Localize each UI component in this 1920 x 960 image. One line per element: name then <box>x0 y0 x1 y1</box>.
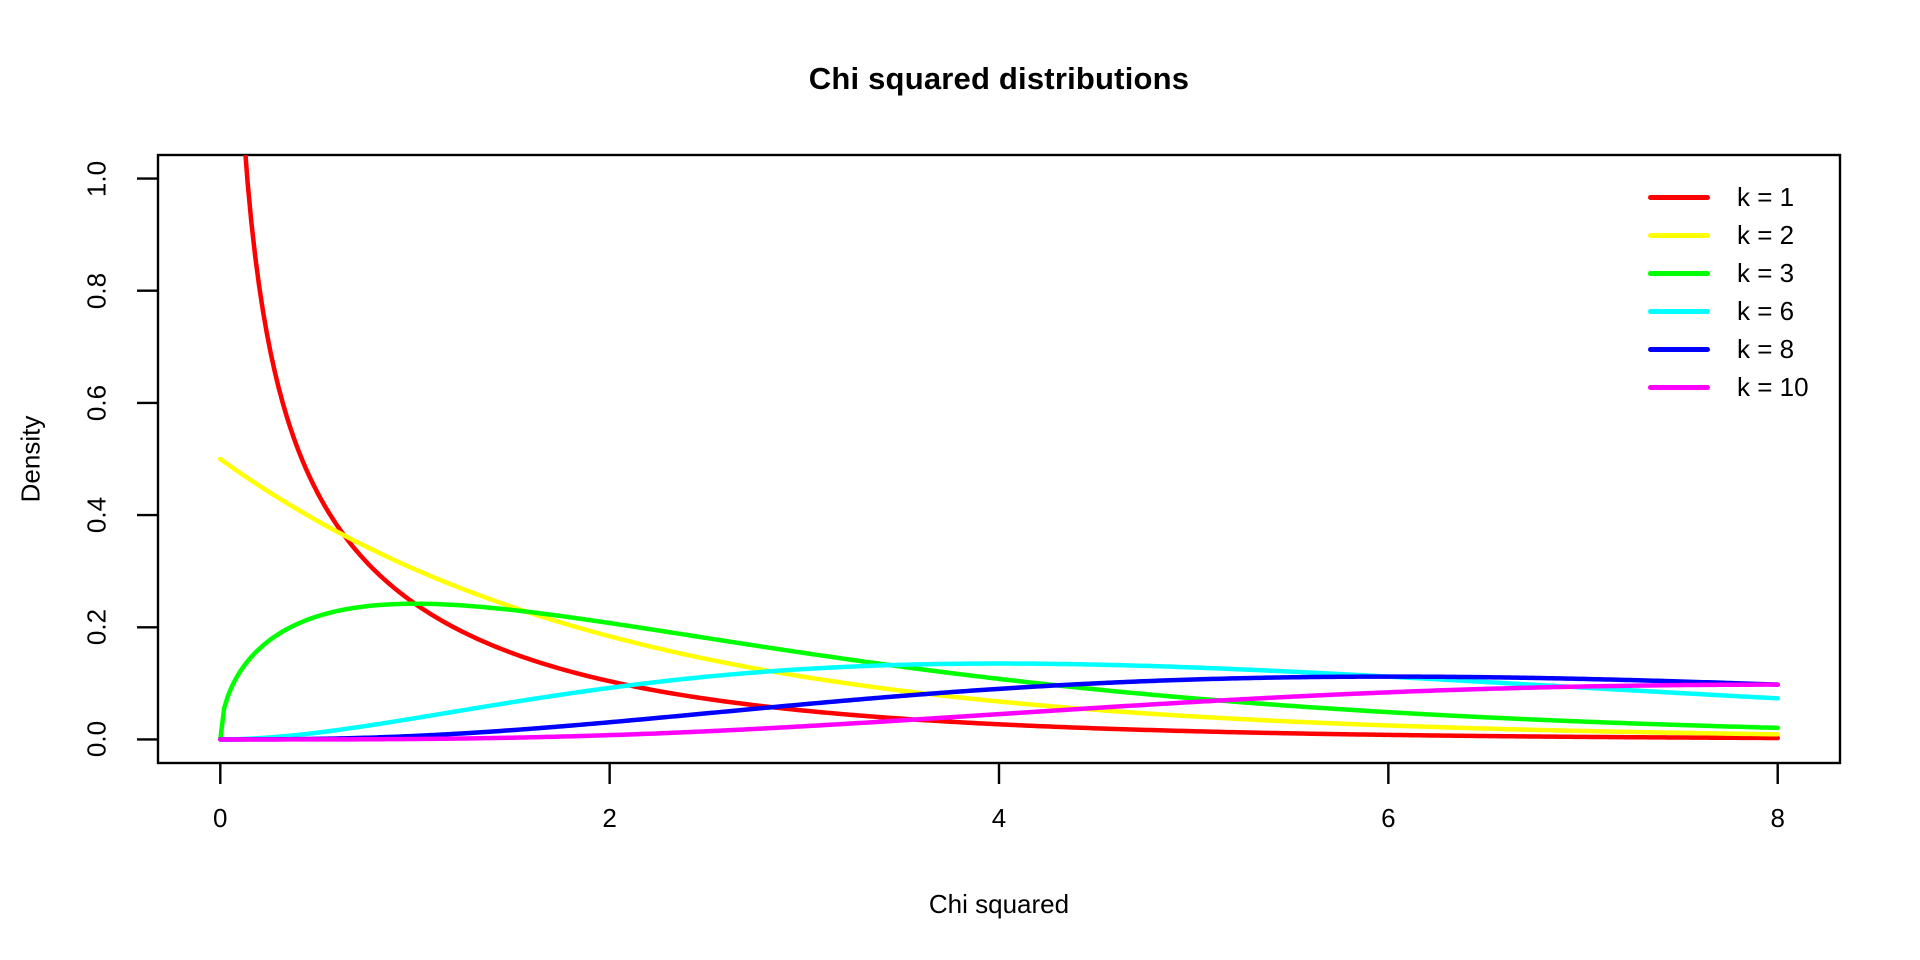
y-tick-label: 1.0 <box>81 160 112 197</box>
x-tick-label: 2 <box>602 803 617 833</box>
chart-title: Chi squared distributions <box>808 61 1190 96</box>
legend-item: k = 8 <box>1648 330 1809 368</box>
legend-item: k = 10 <box>1648 368 1809 406</box>
legend-label: k = 10 <box>1737 371 1809 402</box>
legend-label: k = 1 <box>1737 181 1795 212</box>
legend-item: k = 2 <box>1648 216 1809 254</box>
curves <box>218 155 1780 742</box>
curve-k=2 <box>218 456 1780 737</box>
y-tick-label: 0.8 <box>81 272 112 309</box>
y-tick-label: 0.2 <box>81 609 112 646</box>
y-tick-label: 0.4 <box>81 497 112 534</box>
x-tick-label: 4 <box>991 803 1007 833</box>
legend-swatch <box>1648 194 1710 200</box>
legend: k = 1 k = 2 k = 3 k = 6 k = 8 k = 10 <box>1648 178 1809 406</box>
curve-k=3 <box>218 601 1780 742</box>
x-tick-label: 0 <box>213 803 228 833</box>
legend-label: k = 6 <box>1737 295 1795 326</box>
curve-k=1 <box>243 155 1780 741</box>
curve-k=10 <box>218 682 1780 742</box>
legend-label: k = 3 <box>1737 257 1795 288</box>
legend-swatch <box>1648 270 1710 276</box>
x-tick-label: 6 <box>1381 803 1396 833</box>
x-tick-label: 8 <box>1770 803 1785 833</box>
legend-swatch <box>1648 346 1710 352</box>
legend-item: k = 1 <box>1648 178 1809 216</box>
y-tick-label: 0.0 <box>81 721 112 758</box>
legend-swatch <box>1648 232 1710 238</box>
y-axis-title: Density <box>15 415 46 503</box>
plot-box <box>156 153 1842 765</box>
legend-label: k = 8 <box>1737 333 1795 364</box>
axis-ticks <box>137 177 1779 784</box>
curve-k=8 <box>218 674 1780 742</box>
curve-k=6 <box>218 661 1780 742</box>
legend-label: k = 2 <box>1737 219 1795 250</box>
legend-swatch <box>1648 384 1710 390</box>
x-axis-title: Chi squared <box>928 889 1070 919</box>
legend-item: k = 3 <box>1648 254 1809 292</box>
legend-item: k = 6 <box>1648 292 1809 330</box>
legend-swatch <box>1648 308 1710 314</box>
y-tick-label: 0.6 <box>81 384 112 421</box>
